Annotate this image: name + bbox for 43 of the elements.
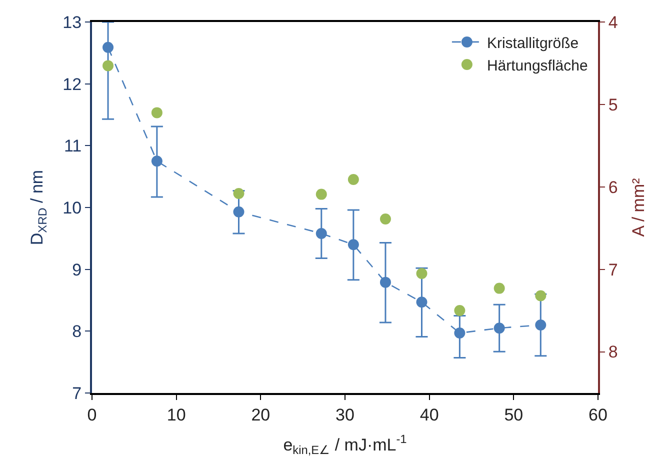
y-tick-label: 11 xyxy=(64,136,82,156)
x-tick-label: 40 xyxy=(420,405,439,424)
point xyxy=(348,239,359,250)
legend-label: Kristallitgröße xyxy=(486,34,579,52)
y2-tick-label: 8 xyxy=(608,342,618,362)
y2-tick-label: 4 xyxy=(608,12,618,32)
y-tick-label: 9 xyxy=(72,260,82,280)
x-tick-label: 60 xyxy=(588,405,608,424)
y-tick-label: 12 xyxy=(62,74,82,94)
x-tick-label: 10 xyxy=(166,405,186,424)
point xyxy=(454,328,466,339)
point xyxy=(416,296,428,308)
x-tick-label: 30 xyxy=(336,405,354,424)
x-tick-label: 50 xyxy=(504,405,524,424)
point xyxy=(316,228,327,239)
point xyxy=(151,107,162,118)
y-tick-label: 10 xyxy=(62,198,82,218)
y2-tick-label: 5 xyxy=(608,95,618,114)
y2-tick-label: 7 xyxy=(608,260,618,280)
point xyxy=(233,188,244,199)
point xyxy=(380,276,391,288)
y-tick-label: 13 xyxy=(62,12,82,32)
point xyxy=(316,188,327,200)
legend-label: Härtungsfläche xyxy=(486,57,588,74)
point xyxy=(535,290,546,302)
point xyxy=(494,282,505,294)
y-tick-label: 7 xyxy=(72,384,82,403)
y-tick-label: 8 xyxy=(72,322,82,342)
y2-tick-label: 6 xyxy=(608,178,618,197)
y2-axis-title: A / mm² xyxy=(628,178,648,237)
point xyxy=(102,60,114,72)
x-tick-label: 20 xyxy=(251,405,270,424)
point xyxy=(494,322,505,334)
point xyxy=(151,156,162,167)
point xyxy=(380,214,391,225)
point xyxy=(454,305,466,316)
point xyxy=(416,268,428,279)
point xyxy=(535,319,546,330)
point xyxy=(348,174,359,185)
point xyxy=(102,42,114,53)
x-tick-label: 0 xyxy=(87,405,97,424)
x-axis-title: e$_{kin,E∠}$ / mJ·mL$^{-1}$ xyxy=(283,432,408,457)
point xyxy=(233,206,244,218)
